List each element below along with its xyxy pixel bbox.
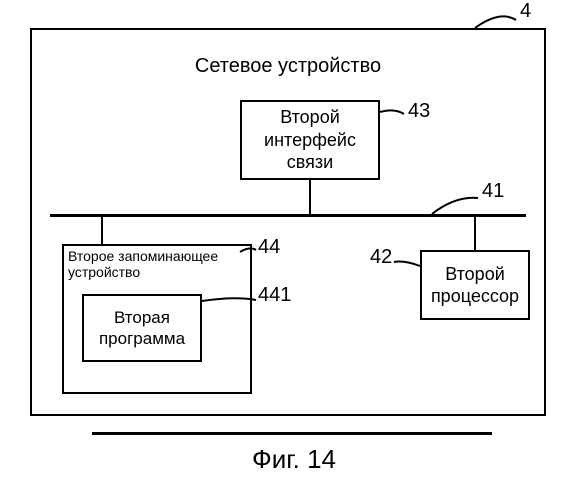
iface-ref: 43 xyxy=(408,100,430,123)
bus-ref: 41 xyxy=(482,180,504,203)
prog-block: Втораяпрограмма xyxy=(82,294,202,362)
device-title: Сетевое устройство xyxy=(30,54,546,78)
cpu-ref: 42 xyxy=(370,246,392,269)
diagram-canvas: { "diagram": { "type": "block-diagram", … xyxy=(0,0,588,500)
mem-ref: 44 xyxy=(258,236,280,259)
mem-drop xyxy=(101,215,103,244)
bus-line xyxy=(50,214,526,217)
cpu-drop xyxy=(474,215,476,250)
iface-label: Второйинтерфейссвязи xyxy=(264,106,356,174)
prog-ref: 441 xyxy=(258,284,291,307)
cpu-block: Второйпроцессор xyxy=(420,250,530,320)
underline xyxy=(92,432,492,435)
cpu-label: Второйпроцессор xyxy=(431,263,519,308)
prog-label: Втораяпрограмма xyxy=(99,307,185,350)
device-ref: 4 xyxy=(520,0,531,23)
figure-caption: Фиг. 14 xyxy=(0,444,588,475)
mem-label: Второе запоминающееустройство xyxy=(68,248,246,280)
iface-block: Второйинтерфейссвязи xyxy=(240,100,380,180)
iface-drop xyxy=(309,180,311,215)
